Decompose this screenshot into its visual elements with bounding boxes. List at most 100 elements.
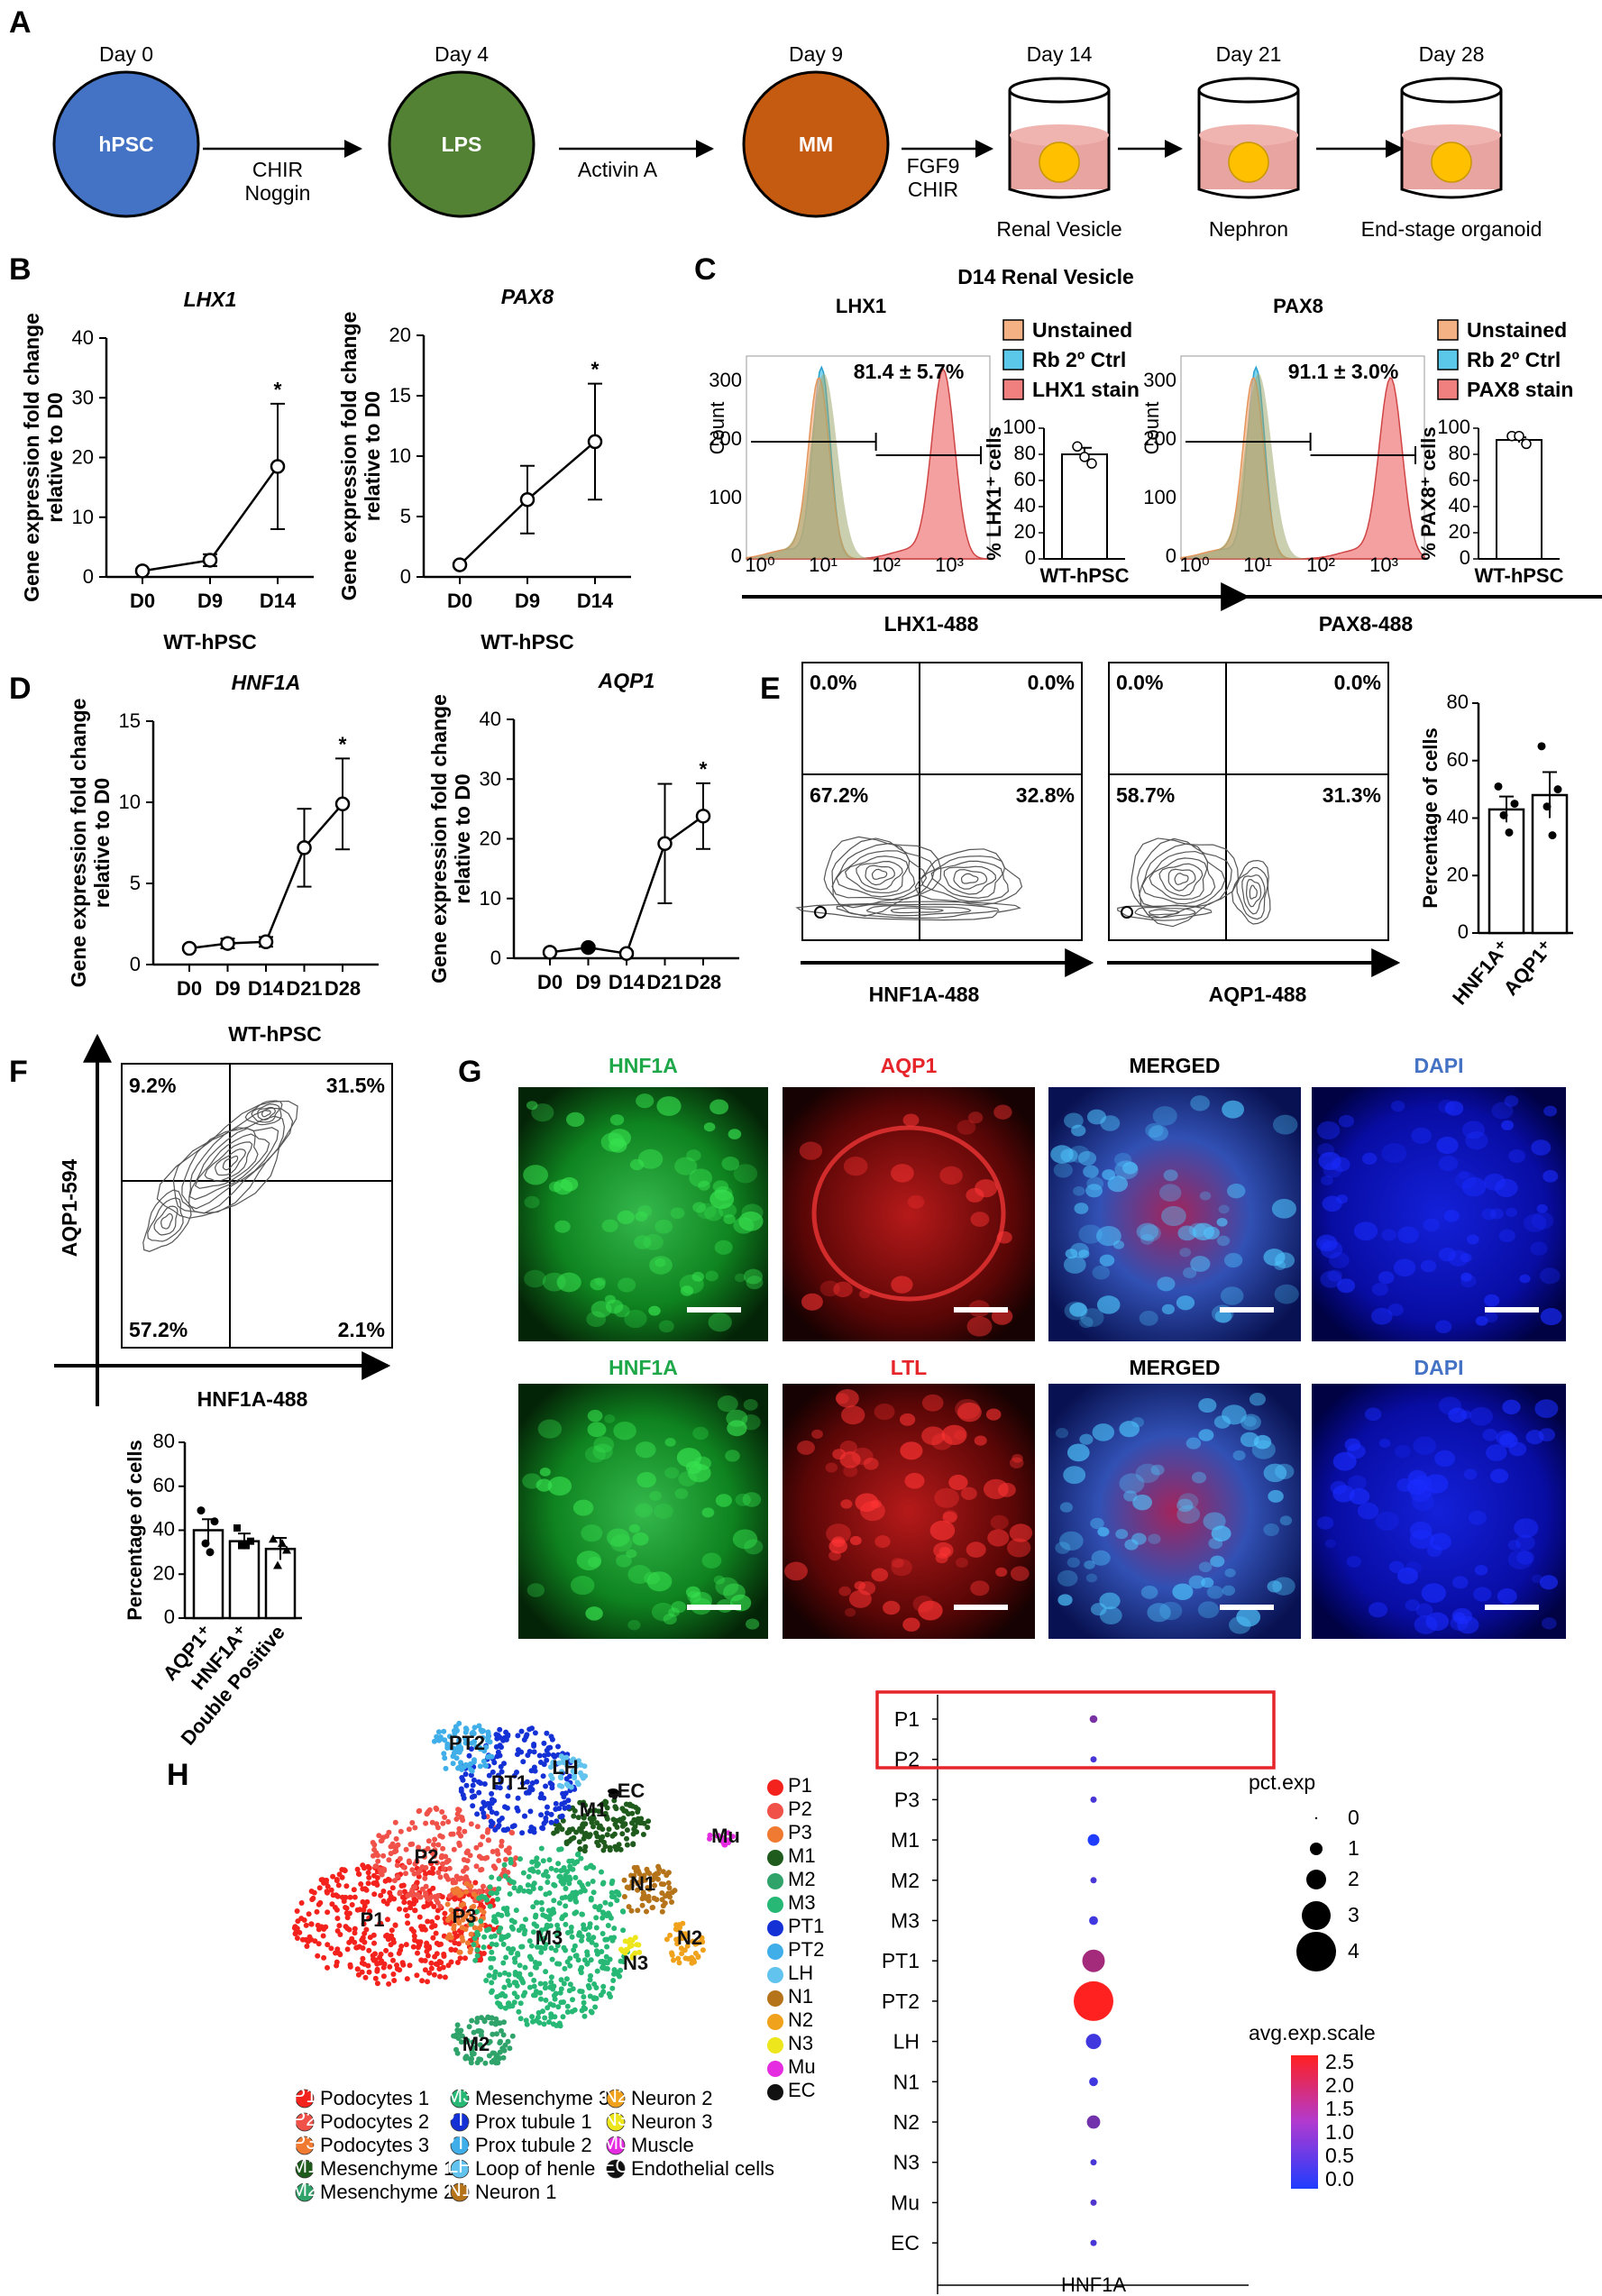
umap-point bbox=[346, 1910, 352, 1916]
contour-line bbox=[1174, 873, 1189, 886]
cell-nucleus bbox=[1064, 1112, 1084, 1129]
umap-point bbox=[613, 1806, 619, 1812]
umap-point bbox=[490, 2050, 496, 2056]
umap-point bbox=[499, 1990, 506, 1997]
cell-nucleus bbox=[1222, 1585, 1236, 1596]
umap-point bbox=[481, 1944, 487, 1951]
cell-nucleus bbox=[1147, 1603, 1171, 1623]
umap-point bbox=[478, 1867, 483, 1873]
scale-bar bbox=[1220, 1307, 1274, 1313]
umap-point bbox=[516, 1888, 522, 1894]
cell-nucleus bbox=[918, 1600, 943, 1621]
umap-point bbox=[572, 1770, 578, 1776]
panel-a: A Day 0 Day 4 Day 9 Day 14 Day 21 Day 28 hPSC… bbox=[9, 5, 1542, 241]
umap-point bbox=[355, 1871, 362, 1877]
umap-point bbox=[641, 1891, 647, 1898]
umap-point bbox=[579, 1937, 584, 1944]
umap-point bbox=[469, 1794, 475, 1800]
cell-nucleus bbox=[990, 1514, 1009, 1530]
umap-point bbox=[507, 1785, 513, 1790]
umap-point bbox=[568, 1928, 574, 1935]
umap-point bbox=[502, 1873, 508, 1880]
umap-point bbox=[565, 1797, 572, 1804]
umap-point bbox=[425, 1845, 431, 1852]
cell-nucleus bbox=[1055, 1428, 1069, 1439]
umap-point bbox=[462, 1771, 469, 1778]
cell-nucleus bbox=[1222, 1100, 1245, 1119]
cell-nucleus bbox=[576, 1550, 602, 1571]
cell-nucleus bbox=[691, 1271, 705, 1282]
umap-point bbox=[669, 1889, 675, 1896]
legend-dot bbox=[450, 2182, 470, 2202]
cell-nucleus bbox=[1172, 1583, 1194, 1601]
bar-point bbox=[1494, 782, 1503, 791]
cell-nucleus bbox=[1071, 1124, 1086, 1137]
umap-point bbox=[517, 2000, 524, 2007]
umap-point bbox=[650, 1877, 656, 1883]
umap-point bbox=[524, 1732, 530, 1738]
cell-nucleus bbox=[1330, 1480, 1348, 1495]
cell-nucleus bbox=[587, 1409, 603, 1422]
umap-point bbox=[600, 1826, 606, 1833]
umap-point bbox=[446, 1733, 453, 1740]
umap-point bbox=[445, 1819, 452, 1825]
umap-point bbox=[430, 1935, 436, 1941]
x-tick-label: D0 bbox=[447, 590, 472, 612]
umap-point bbox=[450, 1761, 456, 1767]
cell-nucleus bbox=[1148, 1533, 1161, 1544]
micrograph-channel-label: HNF1A bbox=[609, 1356, 678, 1379]
umap-point bbox=[497, 2040, 503, 2046]
umap-point bbox=[394, 1862, 400, 1869]
umap-point bbox=[407, 1905, 414, 1911]
umap-point bbox=[673, 1926, 679, 1932]
hist-y-tick: 0 bbox=[731, 544, 742, 567]
cell-nucleus bbox=[734, 1273, 746, 1283]
umap-point bbox=[476, 1723, 482, 1729]
legend-label: LHX1 stain bbox=[1032, 378, 1140, 401]
umap-point bbox=[294, 1908, 300, 1914]
quadrant-top-right: 0.0% bbox=[1334, 671, 1381, 694]
y-axis-label-line: Gene expression fold change bbox=[427, 694, 451, 983]
cell-nucleus bbox=[537, 1419, 563, 1439]
umap-point bbox=[578, 1855, 584, 1861]
umap-point bbox=[567, 1897, 573, 1902]
bar-y-tick-label: 20 bbox=[1449, 520, 1470, 543]
umap-point bbox=[481, 1802, 488, 1808]
dish-rim bbox=[1008, 77, 1111, 104]
umap-point bbox=[559, 1813, 565, 1819]
cell-nucleus bbox=[1514, 1518, 1539, 1538]
histogram-title: PAX8 bbox=[1273, 295, 1323, 317]
umap-point bbox=[391, 1896, 398, 1902]
cell-nucleus bbox=[723, 1214, 736, 1225]
umap-point bbox=[398, 1828, 404, 1834]
umap-point bbox=[573, 1829, 580, 1835]
cell-nucleus bbox=[1320, 1270, 1342, 1288]
hist-y-tick: 100 bbox=[709, 486, 742, 508]
cell-nucleus bbox=[942, 1511, 957, 1523]
contour-line bbox=[836, 903, 1000, 919]
cell-nucleus bbox=[1413, 1475, 1433, 1491]
umap-point bbox=[620, 1908, 627, 1915]
umap-point bbox=[412, 1907, 418, 1914]
umap-point bbox=[453, 1911, 460, 1917]
umap-point bbox=[476, 1895, 482, 1901]
umap-point bbox=[537, 1980, 544, 1987]
cell-nucleus bbox=[1096, 1225, 1121, 1247]
chart-title: PAX8 bbox=[501, 285, 554, 308]
umap-point bbox=[600, 1915, 606, 1921]
cell-nucleus bbox=[1329, 1251, 1350, 1269]
cell-nucleus bbox=[1353, 1221, 1378, 1241]
umap-point bbox=[341, 1867, 347, 1873]
umap-point bbox=[569, 1858, 575, 1864]
umap-point bbox=[471, 1777, 477, 1783]
umap-point bbox=[381, 1868, 388, 1873]
cell-nucleus bbox=[966, 1316, 993, 1337]
umap-point bbox=[480, 1734, 486, 1741]
micrograph-tile bbox=[1048, 1087, 1301, 1341]
umap-point bbox=[421, 1904, 427, 1910]
y-axis-label-line: relative to D0 bbox=[361, 391, 384, 521]
umap-point bbox=[418, 1957, 425, 1963]
umap-point bbox=[423, 1871, 428, 1877]
cell-nucleus bbox=[1435, 1320, 1452, 1334]
umap-point bbox=[531, 1825, 537, 1832]
